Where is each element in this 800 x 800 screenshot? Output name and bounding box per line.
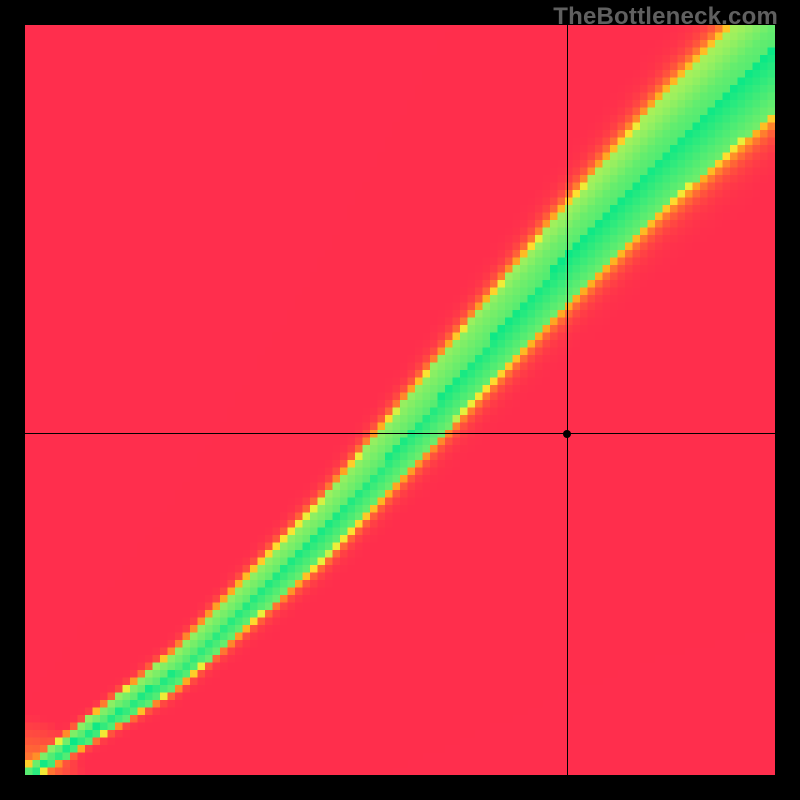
heatmap-canvas [25,25,775,775]
heatmap-plot [25,25,775,775]
watermark-text: TheBottleneck.com [553,3,778,31]
chart-frame: TheBottleneck.com [0,0,800,800]
